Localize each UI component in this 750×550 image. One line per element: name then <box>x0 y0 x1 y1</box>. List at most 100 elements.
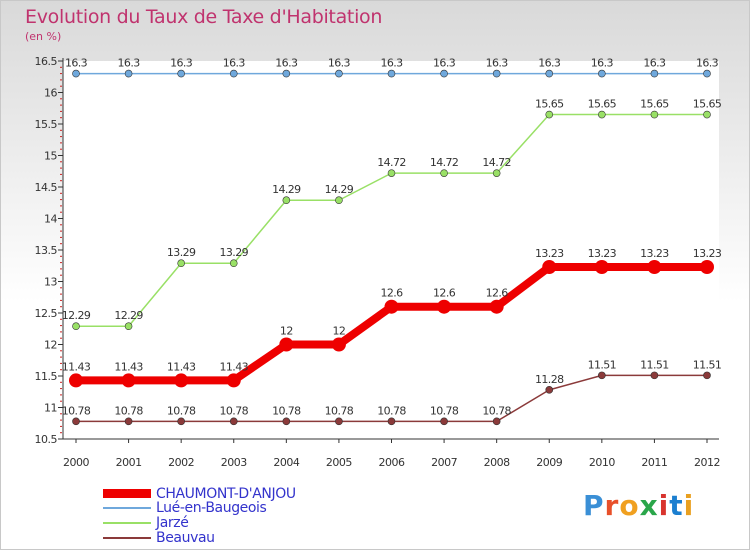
data-point <box>121 373 136 388</box>
data-label: 12.29 <box>114 309 143 322</box>
y-tick-label: 13 <box>44 276 57 289</box>
data-label: 16.3 <box>170 57 193 70</box>
data-point <box>387 69 396 78</box>
data-point <box>177 417 185 426</box>
data-label: 12 <box>333 325 346 338</box>
data-point <box>331 337 346 352</box>
y-tick-label: 12.5 <box>35 307 58 320</box>
x-tick-label: 2012 <box>694 456 720 469</box>
data-label: 16.3 <box>223 57 246 70</box>
x-tick-label: 2006 <box>379 456 405 469</box>
data-label: 11.43 <box>220 360 249 373</box>
data-label: 12.6 <box>486 287 509 300</box>
x-tick-label: 2004 <box>273 456 299 469</box>
data-point <box>72 322 80 331</box>
data-label: 14.29 <box>325 183 354 196</box>
y-tick-label: 15 <box>44 150 57 163</box>
legend-label-chaumont: CHAUMONT-D'ANJOU <box>156 486 296 502</box>
data-point <box>177 259 185 268</box>
data-point <box>437 299 452 314</box>
data-label: 10.78 <box>220 404 249 417</box>
logo-letter: x <box>639 489 659 522</box>
legend-label-jarze: Jarzé <box>156 515 189 531</box>
y-tick-label: 14.5 <box>35 181 58 194</box>
data-point <box>492 69 501 78</box>
data-point <box>703 110 711 119</box>
data-label: 12 <box>280 325 293 338</box>
data-point <box>700 260 714 275</box>
data-point <box>124 417 133 426</box>
data-point <box>489 299 504 314</box>
data-label: 11.43 <box>167 360 196 373</box>
data-point <box>545 110 554 119</box>
data-point <box>650 110 659 119</box>
logo-letter: i <box>683 489 695 522</box>
x-tick-label: 2001 <box>116 456 142 469</box>
data-point <box>647 260 662 275</box>
data-point <box>282 417 291 426</box>
data-label: 10.78 <box>430 404 459 417</box>
data-point <box>282 69 291 78</box>
chart-title: Evolution du Taux de Taxe d'Habitation <box>25 6 383 28</box>
legend-swatch-lue <box>103 507 151 509</box>
data-label: 12.6 <box>380 287 403 300</box>
x-tick-label: 2010 <box>589 456 615 469</box>
data-label: 10.78 <box>167 404 196 417</box>
data-point <box>598 110 606 119</box>
data-point <box>335 196 343 205</box>
legend-swatch-beauvau <box>103 537 151 539</box>
data-label: 11.43 <box>62 360 91 373</box>
data-label: 16.3 <box>380 57 403 70</box>
data-label: 16.3 <box>591 57 614 70</box>
x-tick-label: 2011 <box>641 456 667 469</box>
data-point <box>229 69 238 78</box>
data-point <box>384 299 399 314</box>
data-point <box>598 371 606 380</box>
data-point <box>650 69 659 78</box>
data-point <box>124 322 133 331</box>
data-label: 10.78 <box>272 404 301 417</box>
y-tick-label: 16.5 <box>35 55 58 68</box>
y-tick-label: 11.5 <box>35 370 58 383</box>
data-label: 10.78 <box>482 404 511 417</box>
data-point <box>703 69 711 78</box>
legend-label-beauvau: Beauvau <box>156 530 215 546</box>
data-label: 16.3 <box>486 57 509 70</box>
data-point <box>387 417 396 426</box>
data-point <box>72 69 80 78</box>
data-point <box>650 371 659 380</box>
x-tick-label: 2002 <box>168 456 194 469</box>
data-label: 10.78 <box>114 404 143 417</box>
x-tick-label: 2008 <box>484 456 510 469</box>
data-point <box>492 417 501 426</box>
data-point <box>542 260 557 275</box>
data-label: 14.72 <box>430 156 459 169</box>
data-label: 14.72 <box>377 156 406 169</box>
logo-letter: P <box>583 489 605 522</box>
data-point <box>282 196 291 205</box>
data-point <box>703 371 711 380</box>
data-label: 16.3 <box>118 57 141 70</box>
y-tick-label: 15.5 <box>35 118 58 131</box>
legend-swatch-chaumont <box>103 489 151 498</box>
x-tick-label: 2009 <box>536 456 562 469</box>
data-label: 12.29 <box>62 309 91 322</box>
data-label: 16.3 <box>696 57 719 70</box>
data-label: 13.23 <box>640 247 669 260</box>
data-label: 13.23 <box>588 247 617 260</box>
data-point <box>440 417 448 426</box>
data-point <box>279 337 294 352</box>
data-label: 11.28 <box>535 373 564 386</box>
y-tick-label: 16 <box>44 87 57 100</box>
data-point <box>440 169 448 177</box>
data-point <box>594 260 609 275</box>
y-tick-label: 10.5 <box>35 433 58 446</box>
data-label: 14.29 <box>272 183 301 196</box>
data-label: 12.6 <box>433 287 456 300</box>
data-point <box>229 417 238 426</box>
data-point <box>598 69 606 78</box>
logo-letter: t <box>669 489 684 522</box>
data-label: 13.23 <box>693 247 722 260</box>
